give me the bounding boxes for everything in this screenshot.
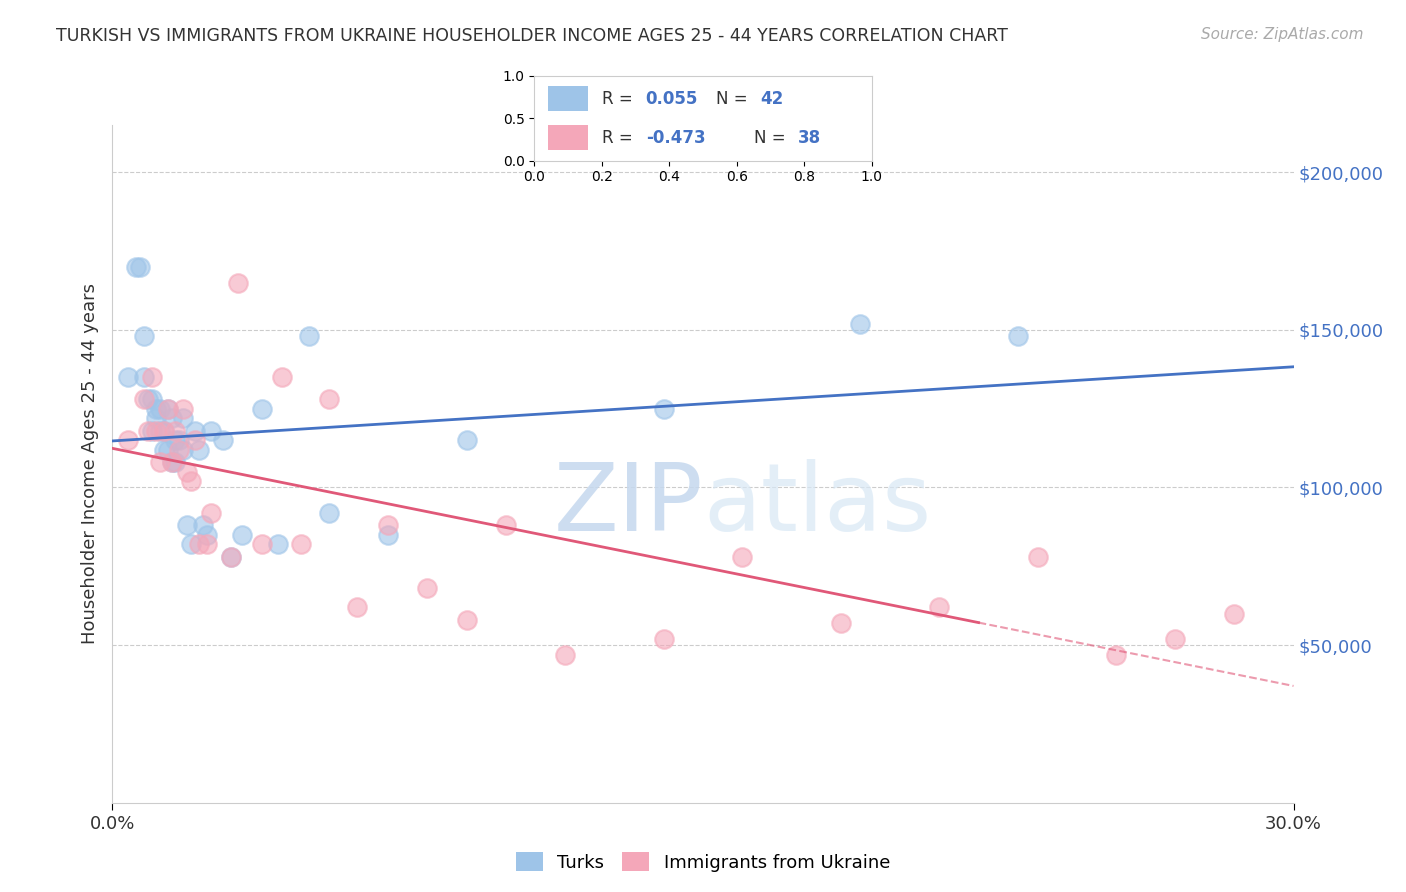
Point	[290, 537, 312, 551]
Point	[156, 442, 179, 457]
Point	[1105, 648, 1128, 662]
Point	[1223, 607, 1246, 621]
Point	[849, 317, 872, 331]
Point	[145, 424, 167, 438]
Point	[180, 474, 202, 488]
Point	[176, 518, 198, 533]
FancyBboxPatch shape	[548, 86, 588, 112]
Point	[184, 424, 207, 438]
Text: N =: N =	[717, 90, 754, 108]
Point	[731, 549, 754, 564]
Point	[231, 528, 253, 542]
Point	[250, 537, 273, 551]
Point	[195, 537, 218, 551]
Point	[160, 411, 183, 425]
Point	[219, 549, 242, 564]
Point	[200, 424, 222, 438]
Point	[145, 401, 167, 416]
FancyBboxPatch shape	[548, 125, 588, 151]
Point	[211, 433, 233, 447]
Point	[1026, 549, 1049, 564]
Point	[149, 401, 172, 416]
Point	[191, 518, 214, 533]
Text: 0.055: 0.055	[645, 90, 697, 108]
Point	[377, 528, 399, 542]
Point	[219, 549, 242, 564]
Point	[165, 433, 187, 447]
Point	[346, 600, 368, 615]
Point	[149, 455, 172, 469]
Text: 42: 42	[761, 90, 783, 108]
Point	[554, 648, 576, 662]
Point	[152, 442, 174, 457]
Point	[145, 411, 167, 425]
Point	[495, 518, 517, 533]
Text: ZIP: ZIP	[554, 458, 703, 550]
Point	[176, 465, 198, 479]
Point	[830, 616, 852, 631]
Point	[377, 518, 399, 533]
Point	[188, 537, 211, 551]
Point	[132, 329, 155, 343]
Point	[141, 424, 163, 438]
Point	[132, 370, 155, 384]
Point	[318, 506, 340, 520]
Point	[149, 424, 172, 438]
Point	[165, 455, 187, 469]
Point	[156, 401, 179, 416]
Point	[165, 424, 187, 438]
Text: R =: R =	[602, 128, 638, 146]
Point	[180, 537, 202, 551]
Point	[172, 411, 194, 425]
Point	[136, 424, 159, 438]
Point	[416, 582, 439, 596]
Point	[456, 433, 478, 447]
Point	[172, 442, 194, 457]
Point	[652, 632, 675, 646]
Point	[318, 392, 340, 407]
Point	[141, 392, 163, 407]
Point	[152, 424, 174, 438]
Point	[160, 455, 183, 469]
Text: N =: N =	[754, 128, 790, 146]
Y-axis label: Householder Income Ages 25 - 44 years: Householder Income Ages 25 - 44 years	[80, 284, 98, 644]
Point	[184, 433, 207, 447]
Point	[228, 276, 250, 290]
Point	[298, 329, 321, 343]
Point	[141, 370, 163, 384]
Point	[172, 401, 194, 416]
Point	[132, 392, 155, 407]
Point	[169, 433, 191, 447]
Point	[160, 455, 183, 469]
Point	[928, 600, 950, 615]
Point	[1164, 632, 1187, 646]
Point	[117, 433, 139, 447]
Point	[267, 537, 290, 551]
Legend: Turks, Immigrants from Ukraine: Turks, Immigrants from Ukraine	[516, 853, 890, 871]
Point	[200, 506, 222, 520]
Text: Source: ZipAtlas.com: Source: ZipAtlas.com	[1201, 27, 1364, 42]
Point	[188, 442, 211, 457]
Point	[1007, 329, 1029, 343]
Point	[195, 528, 218, 542]
Text: R =: R =	[602, 90, 638, 108]
Point	[117, 370, 139, 384]
Point	[136, 392, 159, 407]
Point	[129, 260, 152, 274]
Text: TURKISH VS IMMIGRANTS FROM UKRAINE HOUSEHOLDER INCOME AGES 25 - 44 YEARS CORRELA: TURKISH VS IMMIGRANTS FROM UKRAINE HOUSE…	[56, 27, 1008, 45]
Point	[270, 370, 292, 384]
Point	[156, 401, 179, 416]
Point	[169, 442, 191, 457]
Text: 38: 38	[797, 128, 821, 146]
Text: -0.473: -0.473	[645, 128, 706, 146]
Point	[152, 424, 174, 438]
Text: atlas: atlas	[703, 458, 931, 550]
Point	[456, 613, 478, 627]
Point	[250, 401, 273, 416]
Point	[652, 401, 675, 416]
Point	[125, 260, 148, 274]
